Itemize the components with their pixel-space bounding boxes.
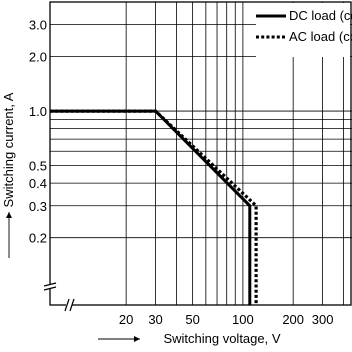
y-tick-label: 0.5 [29, 159, 47, 174]
y-tick-label: 0.2 [29, 231, 47, 246]
legend-label-ac: AC load (cos φ = 1) [289, 29, 352, 44]
y-axis-break-gap [46, 284, 56, 289]
x-tick-label: 30 [148, 312, 162, 327]
legend-background [256, 3, 350, 57]
y-tick-label: 1.0 [29, 104, 47, 119]
x-tick-label: 50 [185, 312, 199, 327]
series-line-ac-load [50, 109, 258, 305]
y-tick-label: 3.0 [29, 18, 47, 33]
series-line-dc-load [50, 109, 252, 305]
x-tick-label: 200 [282, 312, 304, 327]
x-tick-label: 100 [232, 312, 254, 327]
legend: DC load (cos φ = 1) AC load (cos φ = 1) [256, 3, 352, 57]
y-tick-label: 2.0 [29, 50, 47, 65]
x-axis-label: Switching voltage, V [163, 331, 280, 346]
y-axis-break-mark [43, 282, 57, 287]
y-axis-label-arrowhead [6, 212, 12, 218]
y-axis-label: Switching current, A [1, 92, 16, 207]
x-axis-label-arrowhead [134, 336, 140, 342]
y-axis-break-mark [43, 286, 57, 291]
y-tick-label: 0.4 [29, 176, 47, 191]
y-tick-label: 0.3 [29, 199, 47, 214]
x-axis-break-gap [66, 300, 72, 310]
x-tick-label: 20 [119, 312, 133, 327]
x-axis-break-mark [69, 298, 75, 312]
legend-label-dc: DC load (cos φ = 1) [289, 8, 352, 23]
plot-frame [49, 1, 352, 306]
x-axis-break-mark [64, 298, 70, 312]
axis-breaks [43, 282, 75, 312]
series-layer [50, 109, 258, 305]
tick-labels: 20 30 50 100 200 300 0.2 0.3 0.4 0.5 1.0 2.0 3.0 [29, 18, 334, 327]
x-tick-label: 300 [312, 312, 334, 327]
